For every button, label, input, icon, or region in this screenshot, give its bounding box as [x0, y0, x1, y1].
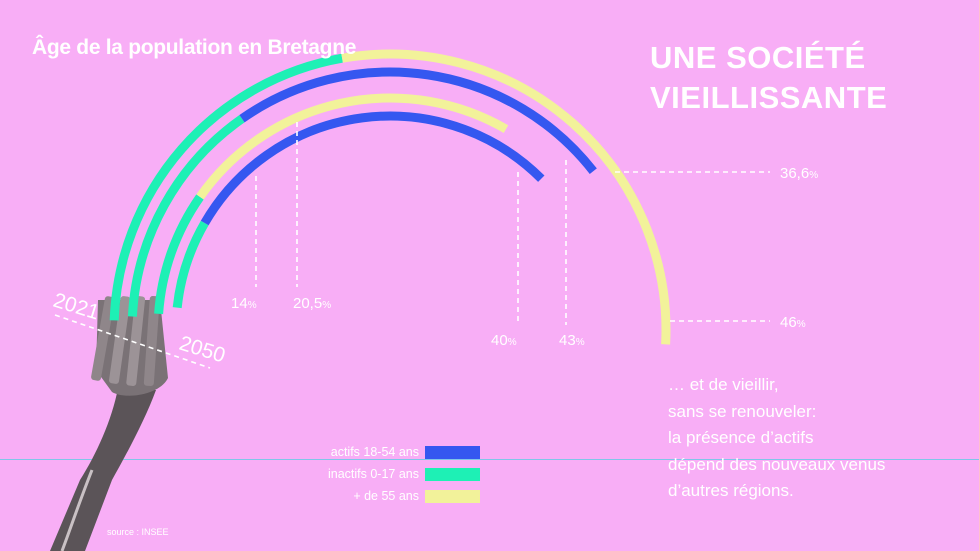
arc-2021-inactifs-inner	[127, 115, 245, 317]
legend-swatch-actifs	[425, 445, 480, 459]
year-label-2050: 2050	[177, 332, 228, 368]
note-line: dépend des nouveaux venus	[668, 454, 886, 474]
legend: actifs 18-54 ans inactifs 0-17 ans + de …	[240, 441, 480, 507]
note-line: … et de vieillir,	[668, 375, 779, 394]
fork-photo	[50, 295, 168, 551]
arc-2050-inactifs	[154, 194, 204, 315]
label-14: 14%	[231, 295, 257, 312]
legend-label: + de 55 ans	[353, 489, 419, 503]
legend-item-actifs: actifs 18-54 ans	[240, 441, 480, 463]
legend-swatch-seniors	[425, 489, 480, 503]
note-line: d’autres régions.	[668, 481, 794, 500]
headline-line-1: UNE SOCIÉTÉ	[650, 40, 866, 75]
arc-2021-inactifs	[109, 53, 343, 321]
legend-label: inactifs 0-17 ans	[327, 467, 419, 481]
fork-tine	[126, 296, 146, 386]
arc-2050-actifs	[200, 111, 545, 226]
note-text: … et de vieillir, sans se renouveler: la…	[668, 372, 885, 505]
fork-tine	[143, 295, 160, 387]
note-line: sans se renouveler:	[668, 401, 817, 421]
headline-line-2: VIEILLISSANTE	[650, 80, 888, 115]
arc-2050-inactifs-inner	[172, 220, 209, 309]
chart-title: Âge de la population en Bretagne	[32, 36, 357, 59]
headline: UNE SOCIÉTÉ VIEILLISSANTE	[650, 38, 887, 118]
guide-line	[0, 459, 979, 460]
legend-label: actifs 18-54 ans	[330, 445, 419, 459]
label-46: 46%	[780, 314, 806, 331]
fork-tine	[109, 296, 131, 384]
note-line: la présence d’actifs	[668, 428, 814, 447]
fork-tine	[91, 296, 115, 381]
label-40: 40%	[491, 332, 517, 349]
legend-item-inactifs: inactifs 0-17 ans	[240, 463, 480, 485]
legend-swatch-inactifs	[425, 467, 480, 481]
label-43: 43%	[559, 332, 585, 349]
arc-2050-seniors	[196, 93, 509, 200]
arc-2021-seniors	[341, 49, 671, 345]
source-note: source : INSEE	[107, 527, 169, 537]
fork-highlight	[60, 469, 94, 551]
year-divider	[54, 314, 211, 369]
legend-item-seniors: + de 55 ans	[240, 485, 480, 507]
label-36-6: 36,6%	[780, 165, 818, 182]
label-20-5: 20,5%	[293, 295, 331, 312]
year-label-2021: 2021	[51, 289, 102, 325]
arc-2021-actifs	[239, 67, 597, 174]
